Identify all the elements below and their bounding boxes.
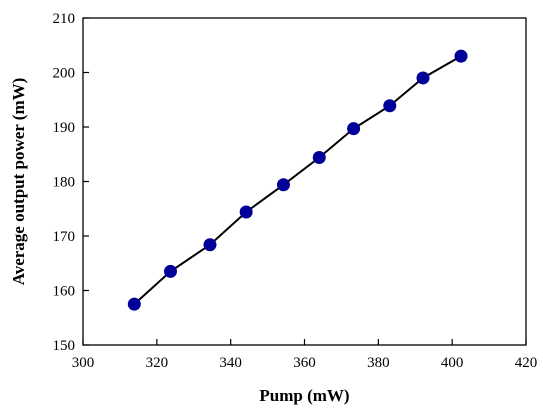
- x-tick-label: 340: [219, 355, 242, 371]
- axis-ticks: [82, 17, 527, 346]
- x-tick-label: 360: [293, 355, 316, 371]
- y-tick-label: 170: [53, 229, 76, 245]
- x-tick-label: 320: [146, 355, 169, 371]
- data-point: [239, 205, 253, 219]
- tick-labels: 300 320 340 360 380 400 420 150 160 170 180 190 200 2…: [53, 11, 538, 371]
- data-point: [163, 264, 177, 278]
- data-point: [454, 49, 468, 63]
- y-axis-label: Average output power (mW): [9, 78, 28, 286]
- x-tick-label: 380: [367, 355, 390, 371]
- data-point: [127, 297, 141, 311]
- y-tick-label: 200: [53, 66, 76, 82]
- data-points: [127, 49, 468, 311]
- series-line: [133, 55, 462, 305]
- y-tick-label: 160: [53, 284, 76, 300]
- x-axis-label: Pump (mW): [259, 386, 349, 405]
- y-tick-label: 180: [53, 175, 76, 191]
- y-tick-label: 150: [53, 338, 76, 354]
- data-point: [312, 151, 326, 165]
- plot-frame: [82, 17, 527, 346]
- y-tick-label: 210: [53, 11, 76, 27]
- x-tick-label: 300: [72, 355, 95, 371]
- data-point: [347, 122, 361, 136]
- data-point: [276, 178, 290, 192]
- data-point: [203, 238, 217, 252]
- y-tick-label: 190: [53, 120, 76, 136]
- x-tick-label: 400: [441, 355, 464, 371]
- x-tick-label: 420: [515, 355, 538, 371]
- data-point: [416, 71, 430, 85]
- data-point: [383, 99, 397, 113]
